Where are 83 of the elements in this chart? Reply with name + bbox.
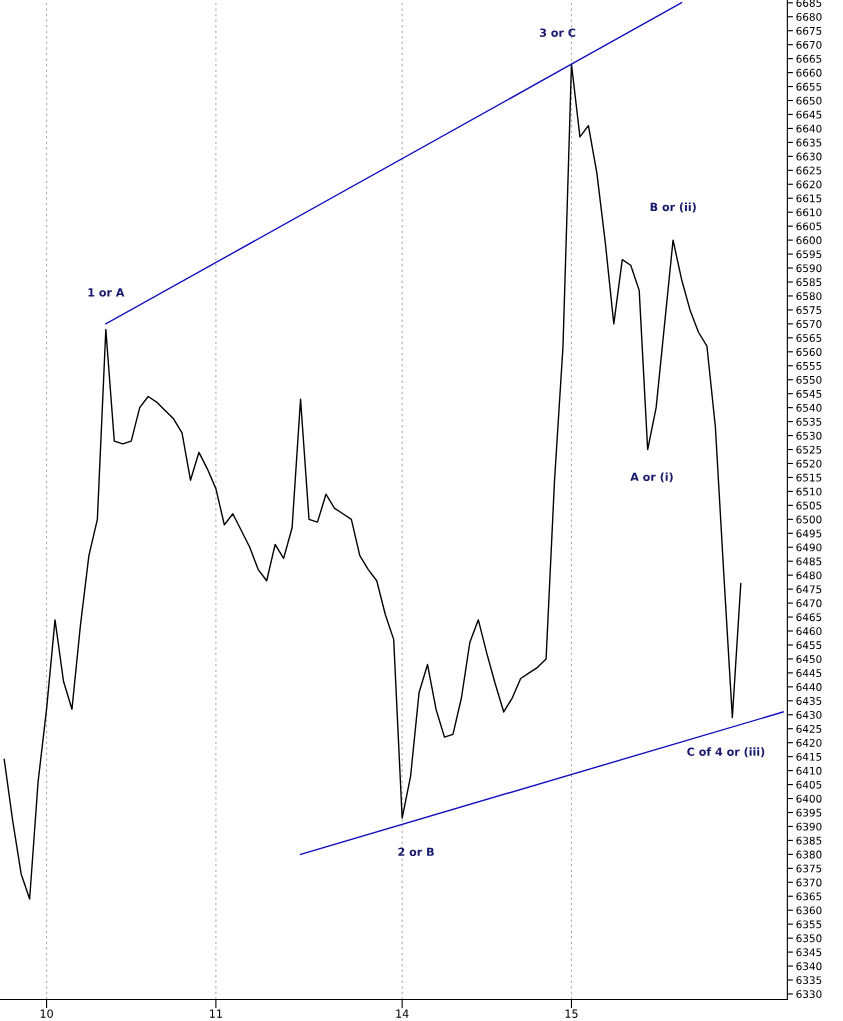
y-tick-label: 6440 bbox=[796, 683, 822, 691]
y-tick-label: 6630 bbox=[796, 152, 822, 161]
y-tick-label: 6635 bbox=[796, 138, 822, 147]
x-tick-label: 15 bbox=[565, 1009, 578, 1018]
y-tick-label: 6435 bbox=[796, 697, 822, 705]
y-tick-label: 6360 bbox=[796, 906, 822, 915]
y-tick-label: 6605 bbox=[796, 222, 822, 231]
x-tick-label: 10 bbox=[40, 1009, 53, 1018]
y-tick-label: 6345 bbox=[796, 948, 822, 957]
y-tick-label: 6395 bbox=[796, 808, 822, 817]
y-tick-label: 6365 bbox=[796, 892, 822, 901]
y-tick-label: 6510 bbox=[796, 487, 822, 496]
y-tick-label: 6455 bbox=[796, 641, 822, 650]
y-tick-label: 6330 bbox=[796, 990, 822, 999]
x-tick-label: 11 bbox=[210, 1009, 222, 1018]
y-tick-label: 6500 bbox=[796, 515, 822, 524]
y-tick-label: 6550 bbox=[796, 375, 822, 384]
y-tick-label: 6595 bbox=[796, 250, 822, 259]
y-tick-label: 6480 bbox=[796, 571, 822, 580]
y-tick-label: 6375 bbox=[796, 864, 822, 873]
y-tick-label: 6475 bbox=[796, 585, 822, 594]
y-tick-label: 6335 bbox=[796, 976, 822, 985]
y-tick-label: 6680 bbox=[796, 12, 822, 21]
y-tick-label: 6495 bbox=[796, 529, 822, 538]
y-tick-label: 6670 bbox=[796, 40, 822, 49]
x-tick-label: 14 bbox=[396, 1009, 409, 1018]
y-tick-label: 6685 bbox=[796, 0, 822, 7]
y-tick-label: 6520 bbox=[796, 459, 822, 468]
y-tick-label: 6530 bbox=[796, 431, 822, 440]
y-tick-label: 6665 bbox=[796, 54, 822, 63]
y-tick-label: 6615 bbox=[796, 194, 822, 203]
y-tick-label: 6600 bbox=[796, 236, 822, 245]
y-tick-label: 6675 bbox=[796, 26, 822, 35]
y-tick-label: 6570 bbox=[796, 320, 822, 328]
line-series bbox=[3, 63, 742, 900]
y-tick-label: 6580 bbox=[796, 292, 822, 301]
annotation: 3 or C bbox=[539, 28, 576, 37]
y-tick-label: 6485 bbox=[796, 557, 822, 566]
y-tick-label: 6445 bbox=[796, 669, 822, 677]
y-tick-label: 6620 bbox=[796, 180, 822, 189]
y-tick-label: 6585 bbox=[796, 278, 822, 287]
y-tick-label: 6390 bbox=[796, 822, 822, 831]
y-tick-label: 6590 bbox=[796, 264, 822, 273]
annotation: 2 or B bbox=[398, 847, 434, 857]
annotation: 1 or A bbox=[88, 288, 125, 297]
y-tick-label: 6625 bbox=[796, 166, 822, 175]
y-tick-label: 6400 bbox=[796, 794, 822, 803]
y-tick-label: 6525 bbox=[796, 445, 822, 454]
y-tick-label: 6410 bbox=[796, 766, 822, 775]
y-tick-label: 6650 bbox=[796, 96, 822, 105]
y-tick-label: 6610 bbox=[796, 208, 822, 217]
y-tick-label: 6655 bbox=[796, 82, 822, 91]
y-tick-label: 6380 bbox=[796, 850, 822, 859]
y-tick-label: 6460 bbox=[796, 627, 822, 636]
y-tick-label: 6645 bbox=[796, 110, 822, 119]
y-tick-label: 6490 bbox=[796, 543, 822, 552]
y-tick-label: 6340 bbox=[796, 962, 822, 971]
y-tick-label: 6350 bbox=[796, 934, 822, 943]
y-tick-label: 6560 bbox=[796, 348, 822, 356]
y-tick-label: 6535 bbox=[796, 417, 822, 426]
y-tick-label: 6555 bbox=[796, 361, 822, 370]
y-tick-label: 6415 bbox=[796, 752, 822, 761]
y-tick-label: 6470 bbox=[796, 599, 822, 608]
y-tick-label: 6370 bbox=[796, 878, 822, 887]
y-tick-label: 6355 bbox=[796, 920, 822, 929]
y-tick-label: 6420 bbox=[796, 738, 822, 747]
y-tick-label: 6430 bbox=[796, 710, 822, 719]
annotation: A or (i) bbox=[630, 472, 673, 483]
y-tick-label: 6465 bbox=[796, 613, 822, 622]
annotation: C of 4 or (iii) bbox=[687, 747, 765, 758]
y-tick-label: 6540 bbox=[796, 403, 822, 412]
y-tick-label: 6385 bbox=[796, 836, 822, 845]
y-tick-label: 6505 bbox=[796, 501, 822, 510]
y-tick-label: 6640 bbox=[796, 124, 822, 133]
y-tick-label: 6545 bbox=[796, 389, 822, 398]
y-tick-label: 6565 bbox=[796, 334, 822, 342]
annotation: B or (ii) bbox=[650, 202, 696, 213]
y-tick-label: 6425 bbox=[796, 724, 822, 733]
y-tick-label: 6575 bbox=[796, 306, 822, 315]
y-tick-label: 6450 bbox=[796, 655, 822, 664]
y-tick-label: 6660 bbox=[796, 68, 822, 77]
y-tick-label: 6405 bbox=[796, 780, 822, 789]
y-tick-label: 6515 bbox=[796, 473, 822, 482]
